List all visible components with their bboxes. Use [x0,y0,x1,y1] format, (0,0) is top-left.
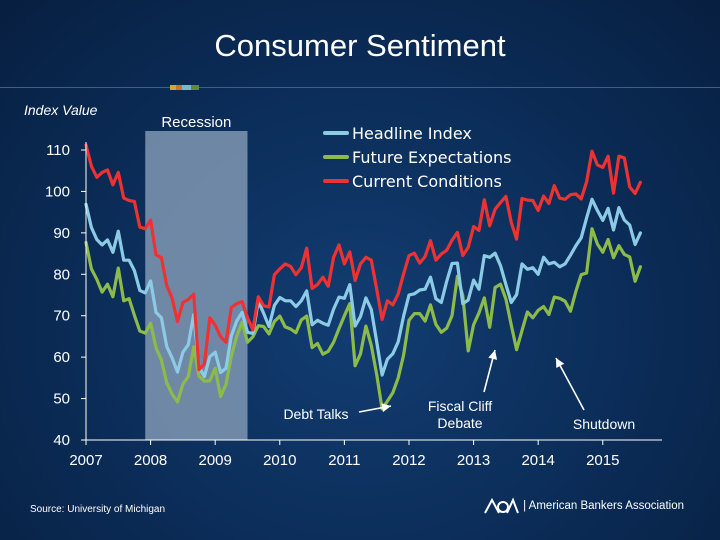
brand-name: | American Bankers Association [523,500,684,512]
annotation-label: Debate [437,415,482,431]
x-tick-label: 2012 [392,452,425,469]
series-line-headline-index [84,197,643,379]
y-tick-label: 80 [53,266,70,283]
y-tick-label: 70 [53,308,70,325]
series-line-current-conditions [84,143,643,372]
annotation-arrowhead [381,403,391,413]
y-tick-label: 110 [46,142,70,159]
recession-label: Recession [161,114,231,131]
y-tick-label: 40 [53,432,70,449]
annotation-arrowhead [488,350,498,360]
annotation-label: Shutdown [573,416,635,432]
x-tick-label: 2009 [199,452,232,469]
legend-label: Headline Index [352,124,472,143]
annotation-label: Debt Talks [283,406,348,422]
brand-footer: | American Bankers Association [483,497,684,515]
x-tick-label: 2007 [69,452,102,469]
series-line-future-expectations [84,227,643,411]
x-tick-label: 2015 [586,452,619,469]
recession-band [145,131,248,440]
aba-logo-icon [484,497,520,514]
annotation-arrow [555,357,585,411]
x-tick-label: 2011 [328,452,360,469]
y-tick-label: 100 [45,183,70,200]
y-tick-label: 50 [53,391,70,408]
x-tick-label: 2010 [263,452,296,469]
y-tick-label: 90 [53,225,70,242]
x-tick-label: 2013 [457,452,490,469]
y-axis-label: Index Value [24,102,98,118]
legend-label: Current Conditions [352,172,502,191]
annotation-arrowhead [556,358,565,369]
page-title: Consumer Sentiment [214,28,506,63]
x-tick-label: 2014 [521,452,554,469]
annotation-label: Fiscal Cliff [428,398,492,414]
source-note: Source: University of Michigan [30,504,166,515]
title-divider [0,84,720,90]
legend-label: Future Expectations [352,148,511,167]
x-tick-label: 2008 [134,452,167,469]
y-tick-label: 60 [53,349,70,366]
